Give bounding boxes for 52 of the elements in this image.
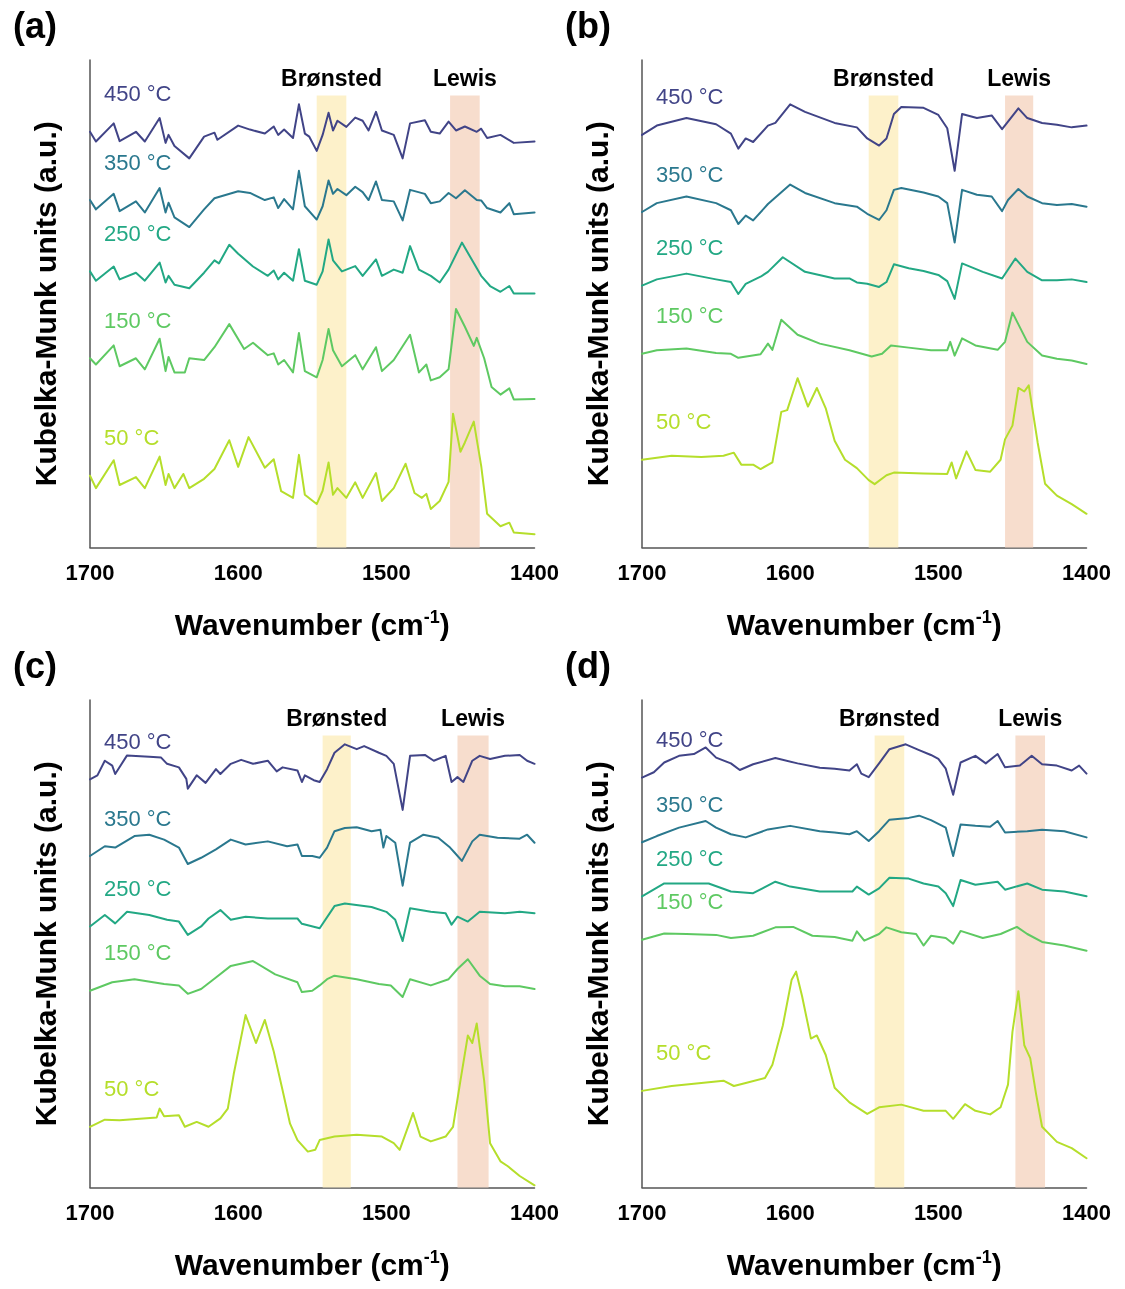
y-axis-title: Kubelka-Munk units (a.u.): [580, 121, 614, 487]
series-label: 50 °C: [656, 1040, 712, 1066]
series-label: 50 °C: [104, 1076, 160, 1102]
chart-title: (c): [13, 644, 57, 686]
series-label: 150 °C: [104, 940, 172, 966]
band-label: Brønsted: [838, 704, 940, 731]
y-axis-title: Kubelka-Munk units (a.u.): [28, 761, 62, 1127]
series-label: 150 °C: [656, 303, 724, 329]
band-label: Lewis: [987, 64, 1052, 91]
series-label: 250 °C: [656, 845, 724, 871]
x-tick-label: 1700: [617, 560, 667, 585]
x-tick-label: 1400: [510, 560, 560, 585]
series-label: 50 °C: [656, 409, 712, 435]
x-tick-label: 1700: [617, 1200, 667, 1225]
band-label: Lewis: [998, 704, 1063, 731]
series-label: 450 °C: [656, 84, 724, 110]
series-label: 250 °C: [104, 875, 172, 901]
x-tick-label: 1400: [510, 1200, 560, 1225]
series-label: 150 °C: [104, 307, 172, 333]
series-label: 350 °C: [656, 791, 724, 817]
band-label: Brønsted: [833, 64, 934, 91]
y-axis-title: Kubelka-Munk units (a.u.): [580, 761, 614, 1127]
band-label: Brønsted: [281, 64, 382, 91]
series-label: 450 °C: [104, 81, 172, 107]
x-tick-label: 1600: [765, 560, 815, 585]
x-tick-label: 1700: [65, 1200, 115, 1225]
series-label: 350 °C: [104, 805, 172, 831]
chart-title: (b): [565, 4, 611, 46]
series-label: 450 °C: [104, 728, 172, 754]
series-label: 350 °C: [656, 161, 724, 187]
x-tick-label: 1500: [361, 560, 411, 585]
x-tick-label: 1600: [765, 1200, 815, 1225]
x-tick-label: 1600: [213, 1200, 263, 1225]
x-tick-label: 1500: [913, 560, 963, 585]
band-label: Brønsted: [286, 704, 388, 731]
band-label: Lewis: [432, 64, 497, 91]
series-label: 250 °C: [656, 235, 724, 261]
chart-title: (d): [565, 644, 611, 686]
x-tick-label: 1700: [65, 560, 115, 585]
series-label: 450 °C: [656, 727, 724, 753]
series-label: 50 °C: [104, 425, 160, 451]
x-tick-label: 1600: [213, 560, 263, 585]
band-label: Lewis: [441, 704, 505, 731]
series-label: 250 °C: [104, 220, 172, 246]
y-axis-title: Kubelka-Munk units (a.u.): [28, 121, 62, 487]
series-label: 150 °C: [656, 889, 724, 915]
x-tick-label: 1500: [913, 1200, 963, 1225]
x-tick-label: 1400: [1062, 560, 1112, 585]
chart-title: (a): [13, 4, 57, 46]
x-tick-label: 1500: [361, 1200, 411, 1225]
series-label: 350 °C: [104, 149, 172, 175]
x-tick-label: 1400: [1062, 1200, 1112, 1225]
